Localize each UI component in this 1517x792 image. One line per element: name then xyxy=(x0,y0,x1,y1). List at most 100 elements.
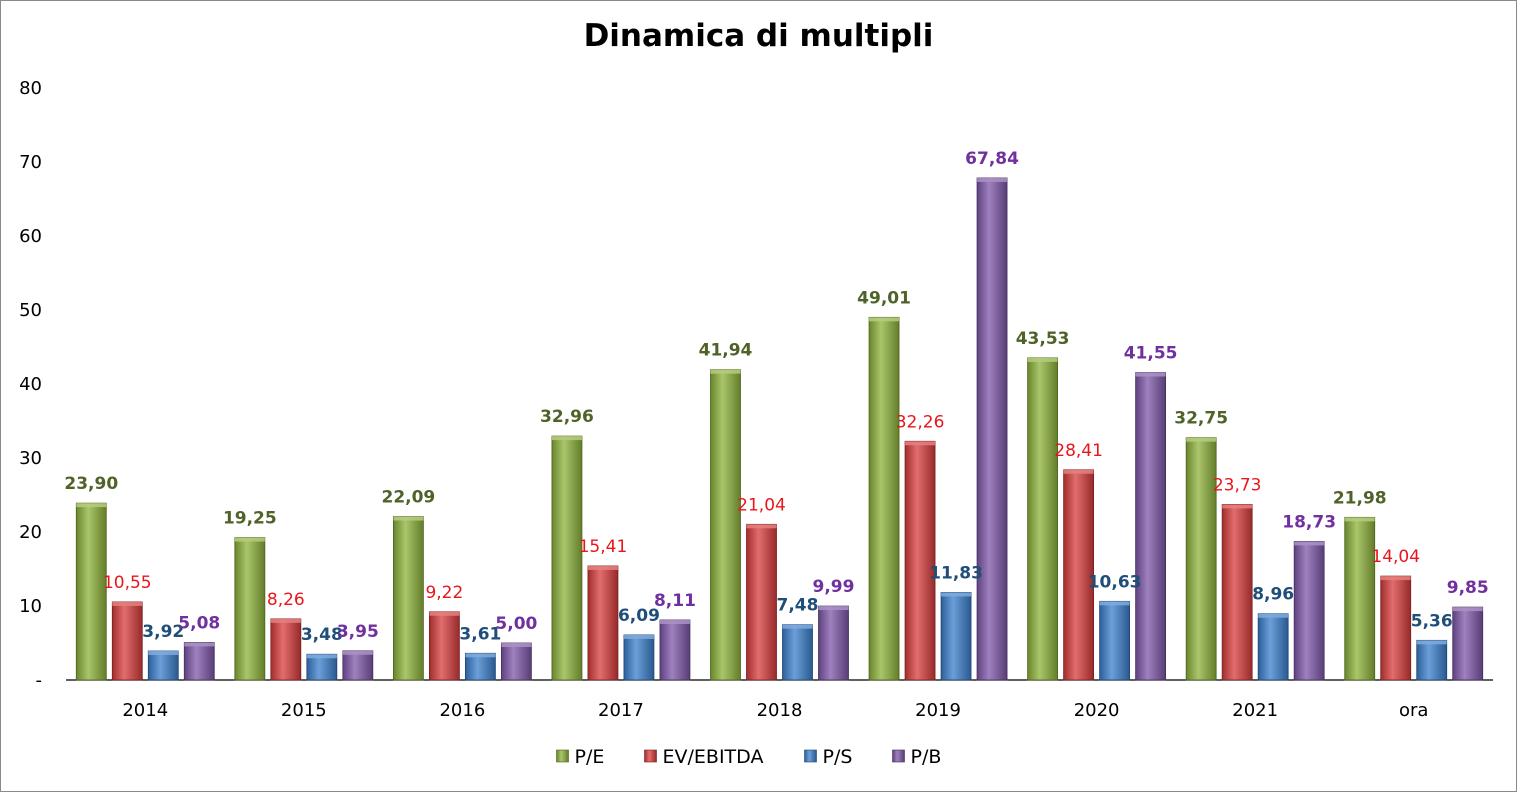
bars xyxy=(75,177,1484,681)
bar-p-b-2014 xyxy=(183,642,215,681)
data-label-ev-ebitda-2017: 15,41 xyxy=(579,537,628,557)
bar-cap-p-e-2015 xyxy=(234,537,265,542)
data-label-p-e-2020: 43,53 xyxy=(1016,329,1070,349)
data-labels: 23,90 19,25 22,09 32,96 41,94 49,01 43,53 32,75… xyxy=(64,149,1488,645)
data-label-p-s-2017: 6,09 xyxy=(618,606,660,626)
data-label-p-s-2021: 8,96 xyxy=(1252,585,1294,605)
bar-p-s-2019 xyxy=(940,592,972,681)
bar-cap-p-b-2021 xyxy=(1294,541,1325,546)
bar-p-e-2017 xyxy=(551,435,583,681)
chart-title: Dinamica di multipli xyxy=(583,18,934,54)
y-tick-label: 10 xyxy=(19,596,42,617)
bar-cap-p-e-2017 xyxy=(551,436,582,441)
bar-cap-ev-ebitda-ora xyxy=(1380,576,1411,581)
legend-label-p-e: P/E xyxy=(575,746,605,768)
bar-cap-p-e-2018 xyxy=(710,369,741,374)
bar-cap-p-e-2019 xyxy=(869,317,900,322)
bar-p-b-2016 xyxy=(500,642,532,681)
bar-cap-p-b-2017 xyxy=(659,619,690,624)
bar-cap-p-s-2019 xyxy=(941,592,972,597)
bar-ev-ebitda-2018 xyxy=(746,523,777,681)
bar-p-b-2020 xyxy=(1135,372,1167,681)
data-label-ev-ebitda-2018: 21,04 xyxy=(737,495,786,515)
legend-label-p-s: P/S xyxy=(823,746,853,768)
y-tick-label: 20 xyxy=(19,522,42,543)
y-tick-label: 40 xyxy=(19,374,42,395)
data-label-p-b-2015: 3,95 xyxy=(337,622,379,642)
bar-p-e-2019 xyxy=(868,316,900,681)
data-label-p-e-2016: 22,09 xyxy=(381,488,435,508)
bar-cap-p-b-2014 xyxy=(184,642,215,647)
x-tick-label: 2015 xyxy=(281,700,327,721)
bar-p-b-2021 xyxy=(1293,540,1325,681)
x-tick-label: 2018 xyxy=(757,700,803,721)
data-label-p-e-ora: 21,98 xyxy=(1333,488,1387,508)
y-tick-label: 30 xyxy=(19,448,42,469)
x-tick-label: ora xyxy=(1399,700,1428,721)
data-label-ev-ebitda-2015: 8,26 xyxy=(267,590,305,610)
data-label-p-s-2018: 7,48 xyxy=(777,596,819,616)
bar-p-s-2016 xyxy=(464,652,496,681)
data-label-p-e-2019: 49,01 xyxy=(857,288,911,308)
legend: P/E EV/EBITDA P/S P/B xyxy=(556,746,942,768)
bar-ev-ebitda-2016 xyxy=(428,611,460,681)
data-label-p-s-2020: 10,63 xyxy=(1088,572,1142,592)
legend-swatch-ev-ebitda xyxy=(644,749,657,763)
data-label-p-b-2014: 5,08 xyxy=(178,613,220,633)
bar-p-e-2016 xyxy=(392,516,424,681)
bar-cap-p-b-2015 xyxy=(342,650,373,655)
bar-p-e-2014 xyxy=(75,502,107,681)
legend-swatch-p-b xyxy=(892,749,905,763)
data-label-ev-ebitda-2014: 10,55 xyxy=(103,573,152,593)
data-label-p-b-2016: 5,00 xyxy=(495,614,537,634)
data-label-ev-ebitda-2019: 32,26 xyxy=(896,412,945,432)
data-label-p-s-2015: 3,48 xyxy=(301,625,343,645)
bar-ev-ebitda-2017 xyxy=(587,565,619,681)
bar-p-b-ora xyxy=(1452,606,1484,681)
data-label-ev-ebitda-2016: 9,22 xyxy=(425,583,463,603)
bar-ev-ebitda-2019 xyxy=(904,440,936,681)
bar-p-e-2021 xyxy=(1185,437,1217,681)
bar-p-s-2018 xyxy=(782,624,813,681)
bar-p-b-2018 xyxy=(818,605,849,681)
bar-p-e-2018 xyxy=(710,369,741,681)
bar-cap-ev-ebitda-2016 xyxy=(429,611,460,616)
bar-cap-p-e-ora xyxy=(1344,517,1375,522)
x-tick-label: 2020 xyxy=(1074,700,1120,721)
bar-p-s-2017 xyxy=(623,634,655,681)
data-label-p-e-2018: 41,94 xyxy=(699,341,753,361)
y-tick-label: 50 xyxy=(19,300,42,321)
x-tick-label: 2014 xyxy=(122,700,168,721)
legend-label-ev-ebitda: EV/EBITDA xyxy=(663,746,764,768)
bar-cap-ev-ebitda-2017 xyxy=(587,565,618,570)
bar-cap-p-b-2018 xyxy=(818,606,849,611)
bar-cap-p-s-2014 xyxy=(148,650,179,655)
bar-cap-p-e-2020 xyxy=(1027,357,1058,362)
data-label-ev-ebitda-2020: 28,41 xyxy=(1054,441,1103,461)
bar-cap-ev-ebitda-2014 xyxy=(112,601,143,606)
x-tick-label: 2021 xyxy=(1232,700,1278,721)
bar-cap-p-e-2016 xyxy=(393,516,424,521)
data-label-p-b-2018: 9,99 xyxy=(813,577,855,597)
y-tick-label: 70 xyxy=(19,152,42,173)
data-label-p-e-2021: 32,75 xyxy=(1174,409,1228,429)
bar-ev-ebitda-ora xyxy=(1380,575,1412,681)
data-label-p-s-2016: 3,61 xyxy=(459,624,501,644)
bar-cap-p-e-2014 xyxy=(76,503,107,508)
bar-cap-p-s-2017 xyxy=(623,634,654,639)
bar-p-s-ora xyxy=(1416,639,1448,681)
bar-ev-ebitda-2015 xyxy=(270,618,302,681)
data-label-p-b-2017: 8,11 xyxy=(654,591,696,611)
bar-cap-p-b-2016 xyxy=(501,643,532,647)
bar-p-e-2015 xyxy=(234,537,266,681)
bar-p-e-2020 xyxy=(1027,357,1059,681)
axes: - 10 20 30 40 50 60 70 80 2014 2015 2016 2017 2018 201… xyxy=(19,78,1493,721)
data-label-p-s-2019: 11,83 xyxy=(929,563,983,583)
bar-ev-ebitda-2014 xyxy=(111,601,143,681)
legend-label-p-b: P/B xyxy=(911,746,942,768)
bar-cap-p-e-2021 xyxy=(1186,437,1217,442)
data-label-p-b-2021: 18,73 xyxy=(1282,512,1336,532)
bar-cap-p-s-ora xyxy=(1416,640,1447,645)
bar-cap-p-s-2020 xyxy=(1099,601,1130,606)
